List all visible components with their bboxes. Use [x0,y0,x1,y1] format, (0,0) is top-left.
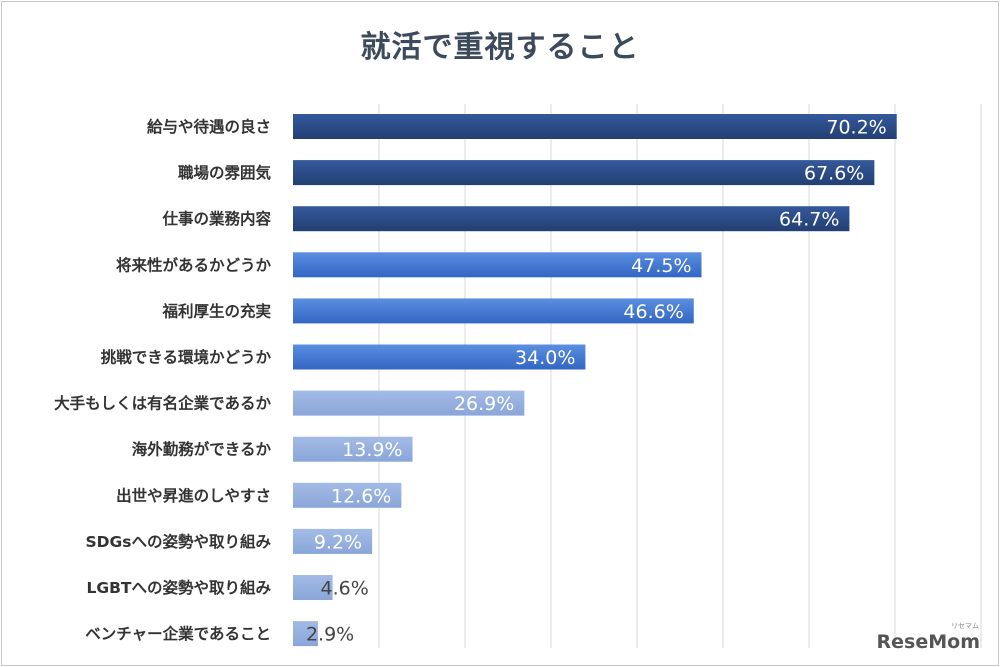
watermark-sub: リセマム [951,622,979,630]
category-label-6: 挑戦できる環境かどうか [101,348,272,367]
value-label-6: 34.0% [515,347,575,369]
category-label-4: 将来性があるかどうか [116,255,272,274]
value-label-3: 64.7% [779,209,839,231]
bar-5 [293,298,694,324]
bar-7 [293,390,525,416]
value-label-11: 4.6% [321,578,369,600]
value-label-12: 2.9% [306,624,354,646]
category-label-10: SDGsへの姿勢や取り組み [86,532,272,551]
category-label-12: ベンチャー企業であること [85,624,271,643]
value-label-7: 26.9% [454,393,514,415]
value-label-10: 9.2% [314,531,362,553]
category-label-3: 仕事の業務内容 [161,209,271,228]
bar-6 [293,344,586,370]
bar-1 [293,114,897,139]
value-label-2: 67.6% [804,163,864,185]
value-label-5: 46.6% [623,301,683,323]
category-label-8: 海外勤務ができるか [132,440,272,459]
bar-2 [293,160,875,186]
chart-title: 就活で重視すること [360,30,640,65]
bar-9 [293,482,402,508]
category-label-1: 給与や待遇の良さ [147,117,271,136]
gridlines [378,104,982,648]
category-label-5: 福利厚生の充実 [161,301,271,320]
bar-12 [293,621,318,647]
value-label-1: 70.2% [826,117,886,139]
bar-10 [293,528,373,554]
labels: 給与や待遇の良さ 70.2% 職場の雰囲気 67.6% 仕事の業務内容 64.7% 将来性が… [54,117,887,646]
bar-8 [293,436,413,462]
category-label-2: 職場の雰囲気 [178,163,272,182]
bar-11 [293,575,333,600]
watermark-logo: ReseMom [876,631,980,653]
value-label-9: 12.6% [331,485,391,507]
bar-4 [293,252,702,278]
category-label-9: 出世や昇進のしやすさ [116,486,271,505]
value-label-8: 13.9% [342,439,402,461]
category-label-11: LGBTへの姿勢や取り組み [87,578,272,597]
bar-3 [293,206,850,232]
category-label-7: 大手もしくは有名企業であるか [54,394,271,413]
value-label-4: 47.5% [631,255,691,277]
bars [293,114,897,647]
